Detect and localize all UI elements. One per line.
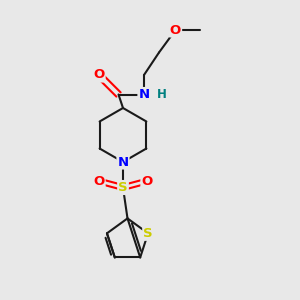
Text: S: S [118, 181, 128, 194]
Text: O: O [170, 23, 181, 37]
Text: H: H [157, 88, 167, 101]
Text: S: S [143, 227, 153, 240]
Text: O: O [93, 175, 105, 188]
Text: N: N [117, 155, 129, 169]
Text: O: O [93, 68, 105, 82]
Text: O: O [141, 175, 153, 188]
Text: N: N [138, 88, 150, 101]
